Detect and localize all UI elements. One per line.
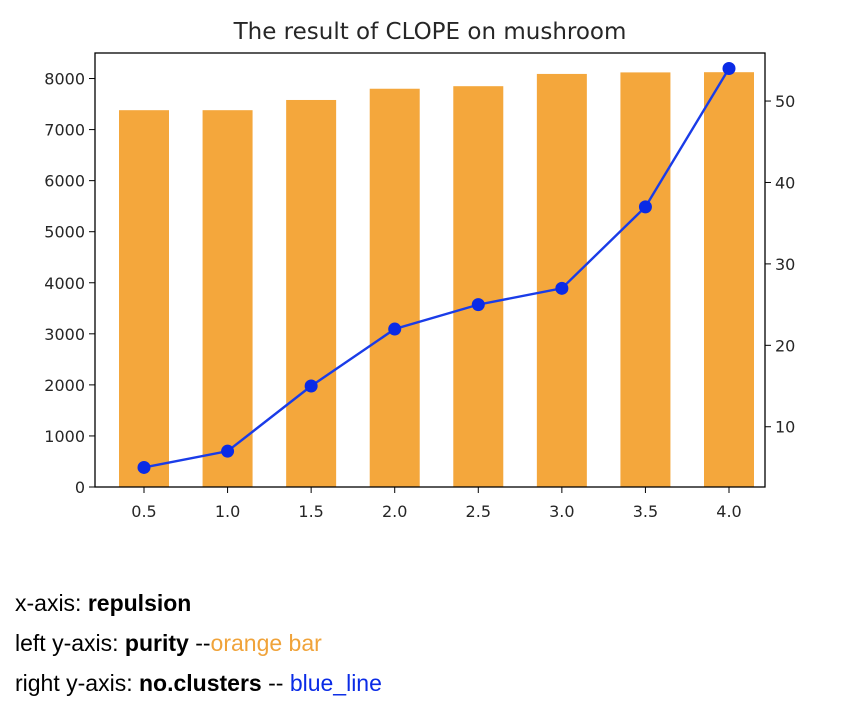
right-tick-label: 20 [775, 336, 795, 355]
left-y-axis: 0 1000 2000 3000 4000 5000 6000 7000 8000 [44, 70, 95, 497]
caption-right-prefix: right y-axis: [15, 670, 139, 696]
caption-x-name: repulsion [87, 590, 192, 616]
x-tick-label: 3.5 [633, 502, 658, 521]
cluster-point-3.5 [638, 200, 652, 214]
right-tick-label: 50 [775, 92, 795, 111]
bar-2.5 [453, 86, 504, 487]
bar-3.0 [536, 73, 587, 488]
bar-series [119, 72, 754, 488]
plot-frame [94, 52, 766, 488]
right-tick-label: 40 [775, 173, 795, 192]
left-tick-label: 0 [75, 478, 85, 497]
caption-x-axis: x-axis: repulsion [15, 590, 191, 617]
line-series [137, 61, 736, 474]
chart-title: The result of CLOPE on mushroom [233, 19, 627, 45]
caption-right-sep: -- [261, 670, 290, 696]
cluster-point-1.0 [221, 444, 235, 458]
x-axis: 0.5 1.0 1.5 2.0 2.5 3.0 3.5 4.0 [131, 487, 742, 521]
caption-left-prefix: left y-axis: [15, 630, 125, 656]
x-tick-label: 0.5 [131, 502, 156, 521]
caption-blue-line: blue_line [289, 670, 382, 696]
caption-right-name: no.clusters [138, 670, 262, 696]
x-tick-label: 1.0 [215, 502, 240, 521]
right-tick-label: 10 [775, 418, 795, 437]
bar-1.5 [286, 99, 337, 487]
x-tick-label: 2.5 [466, 502, 491, 521]
left-tick-label: 7000 [44, 121, 85, 140]
caption-left-sep: -- [188, 630, 211, 656]
left-tick-label: 5000 [44, 223, 85, 242]
left-tick-label: 1000 [44, 427, 85, 446]
cluster-point-0.5 [137, 460, 151, 474]
caption-left-name: purity [124, 630, 189, 656]
cluster-point-2.0 [388, 322, 402, 336]
caption-x-prefix: x-axis: [15, 590, 88, 616]
left-tick-label: 2000 [44, 376, 85, 395]
bar-3.5 [620, 72, 671, 488]
bar-1.0 [202, 110, 253, 487]
left-tick-label: 8000 [44, 70, 85, 89]
right-tick-label: 30 [775, 255, 795, 274]
caption-orange-bar: orange bar [210, 630, 322, 656]
x-tick-label: 2.0 [382, 502, 407, 521]
x-tick-label: 3.0 [549, 502, 574, 521]
bar-0.5 [119, 110, 169, 487]
caption-right-axis: right y-axis: no.clusters -- blue_line [15, 670, 382, 697]
bar-4.0 [704, 72, 754, 487]
cluster-point-1.5 [304, 379, 318, 393]
left-tick-label: 6000 [44, 172, 85, 191]
bar-2.0 [369, 88, 420, 487]
x-tick-label: 4.0 [716, 502, 741, 521]
cluster-line [143, 67, 731, 469]
left-tick-label: 4000 [44, 274, 85, 293]
cluster-point-2.5 [471, 298, 485, 312]
x-tick-label: 1.5 [298, 502, 323, 521]
combo-chart: The result of CLOPE on mushroom 0.5 1.0 1.… [44, 19, 795, 521]
caption-left-axis: left y-axis: purity --orange bar [15, 630, 322, 657]
cluster-point-4.0 [722, 61, 736, 75]
left-tick-label: 3000 [44, 325, 85, 344]
cluster-point-3.0 [555, 281, 569, 295]
right-y-axis: 10 20 30 40 50 [765, 92, 795, 437]
